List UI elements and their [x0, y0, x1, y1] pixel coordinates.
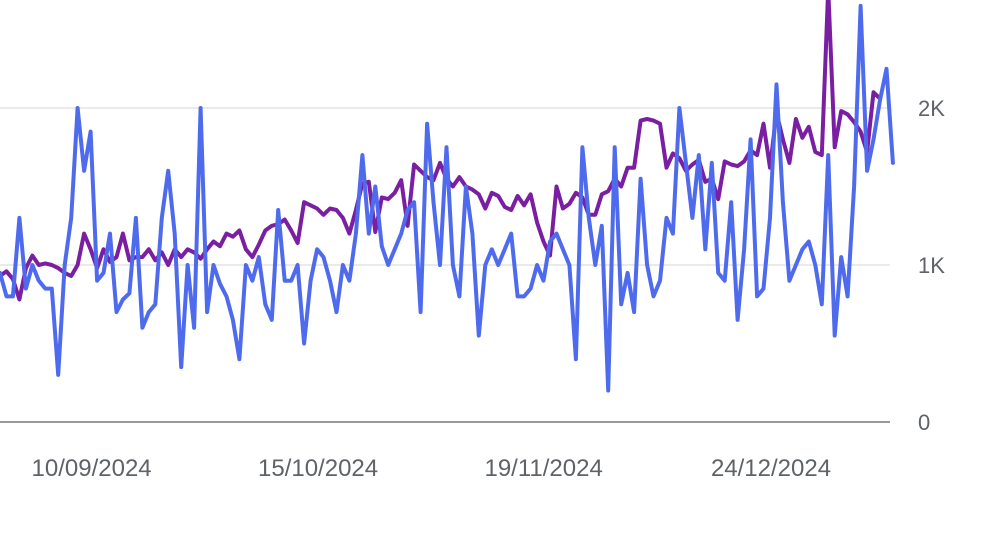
- series-line-1: [0, 0, 882, 302]
- x-tick-label: 19/11/2024: [484, 455, 602, 482]
- y-tick-label: 0: [918, 410, 930, 435]
- x-axis-tick-labels: 10/09/2024 15/10/2024 19/11/2024 24/12/2024: [32, 455, 832, 482]
- y-tick-label: 1K: [918, 253, 945, 278]
- x-tick-label: 24/12/2024: [711, 455, 831, 482]
- y-axis-tick-labels: 0 1K 2K: [918, 96, 945, 435]
- y-tick-label: 2K: [918, 96, 945, 121]
- x-tick-label: 10/09/2024: [32, 455, 152, 482]
- series-lines: [0, 0, 895, 393]
- series-line-2: [0, 3, 895, 393]
- x-tick-label: 15/10/2024: [258, 455, 378, 482]
